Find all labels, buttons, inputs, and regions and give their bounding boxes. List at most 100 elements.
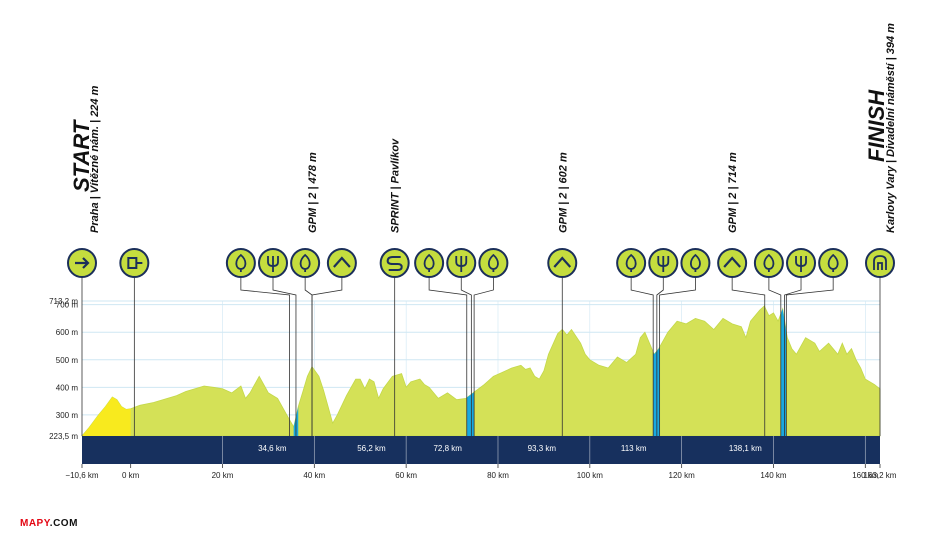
marker-circle [616, 248, 647, 278]
y-tick-label: 223,5 m [49, 432, 78, 441]
leader-line [784, 277, 802, 436]
segment-km-label: 72,8 km [433, 444, 462, 453]
finish-title: FINISH [864, 89, 889, 162]
marker-circle [547, 248, 578, 278]
glyph [690, 253, 701, 272]
neutral-zone [82, 397, 131, 436]
route-markers [67, 248, 895, 278]
x-tick-label: −10,6 km [65, 471, 98, 480]
y-tick-label: 600 m [56, 328, 79, 337]
logo-mark: MAPY [20, 518, 50, 529]
marker-circle [717, 248, 748, 278]
marker-circle [225, 248, 256, 278]
y-tick-label: 500 m [56, 356, 79, 365]
leader-line [272, 277, 297, 436]
marker-leader-lines [81, 277, 881, 436]
x-axis-ticks: −10,6 km 0 km 20 km 40 km 60 km 80 km 100 km 12… [65, 464, 897, 480]
sprint-s-icon [379, 248, 410, 278]
climb-segment [780, 308, 787, 436]
glyph [455, 256, 468, 272]
leader-line [311, 277, 343, 436]
feed-zone-icon [818, 248, 849, 278]
glyph [487, 253, 499, 272]
climb-segment [466, 392, 475, 436]
glyph [267, 256, 279, 272]
glyph [763, 253, 775, 272]
leader-line [428, 277, 468, 436]
feed-zone-icon [680, 248, 711, 278]
climb-peak-icon [326, 248, 357, 278]
arrow-right-icon [67, 248, 97, 278]
sprint-fork-icon [258, 248, 289, 278]
waypoint-annotation: SPRINT | Pavlíkov [390, 138, 402, 233]
segment-km-label: 138,1 km [729, 444, 762, 453]
marker-circle [753, 248, 784, 278]
leader-line [785, 277, 834, 436]
segment-km-label: 56,2 km [357, 444, 386, 453]
glyph [386, 256, 403, 271]
leader-line [768, 277, 782, 436]
x-tick-label: 163,2 km [864, 471, 897, 480]
glyph [333, 256, 351, 268]
marker-circle [478, 248, 509, 278]
mapy-logo: MAPY.COM [20, 518, 78, 529]
marker-circle [680, 248, 711, 278]
waypoint-annotation: GPM | 2 | 602 m [557, 152, 569, 233]
feed-zone-icon [478, 248, 509, 278]
climb-segment [653, 347, 660, 436]
glyph [299, 253, 311, 272]
x-tick-label: 80 km [487, 471, 509, 480]
finish-subtitle: Karlovy Vary | Divadelní náměstí | 394 m [885, 23, 897, 233]
feed-zone-icon [225, 248, 256, 278]
glyph [723, 256, 741, 268]
leader-line [473, 277, 494, 436]
x-tick-label: 20 km [212, 471, 234, 480]
glyph [423, 253, 435, 272]
x-tick-label: 0 km [122, 471, 140, 480]
leader-line [240, 277, 290, 436]
glyph [553, 256, 572, 268]
logo-rest: .COM [49, 518, 78, 529]
segment-km-label: 34,6 km [258, 444, 287, 453]
y-tick-label: 400 m [56, 383, 79, 392]
climb-peak-icon [547, 248, 578, 278]
start-title: START [69, 119, 94, 192]
leader-line [656, 277, 664, 436]
x-tick-label: 140 km [760, 471, 787, 480]
climb-peak-icon [717, 248, 748, 278]
feed-zone-icon [753, 248, 784, 278]
distance-band: 34,6 km 56,2 km 72,8 km 93,3 km 113 km 138,1 … [82, 436, 880, 464]
leader-line [731, 277, 766, 436]
x-tick-label: 100 km [577, 471, 604, 480]
glyph [625, 253, 637, 272]
waypoint-annotation: GPM | 2 | 478 m [307, 152, 319, 233]
y-tick-label: 700 m [56, 301, 79, 310]
segment-km-label: 113 km [621, 444, 647, 453]
x-tick-label: 60 km [395, 471, 417, 480]
sprint-fork-icon [446, 248, 477, 278]
glyph [657, 256, 670, 272]
leader-line [659, 277, 696, 436]
leader-line [630, 277, 654, 436]
x-tick-label: 160 km [852, 471, 879, 480]
feed-zone-icon [414, 248, 445, 278]
sprint-fork-icon [786, 248, 817, 278]
glyph [235, 253, 247, 272]
segment-km-label: 93,3 km [528, 444, 557, 453]
sprint-fork-icon [648, 248, 679, 278]
waypoint-annotation: GPM | 2 | 714 m [727, 152, 739, 233]
finish-icon [865, 248, 895, 278]
glyph [827, 253, 839, 272]
marker-circle [326, 248, 357, 278]
start-subtitle: Praha | Vítězné nám. | 224 m [89, 85, 101, 233]
glyph [873, 255, 887, 270]
profile-area [81, 305, 881, 437]
km-band [82, 436, 880, 464]
marker-circle [119, 248, 150, 278]
leader-line [460, 277, 472, 436]
start-flag-icon [119, 248, 150, 278]
marker-circle [290, 248, 321, 278]
y-tick-label: 300 m [56, 411, 79, 420]
